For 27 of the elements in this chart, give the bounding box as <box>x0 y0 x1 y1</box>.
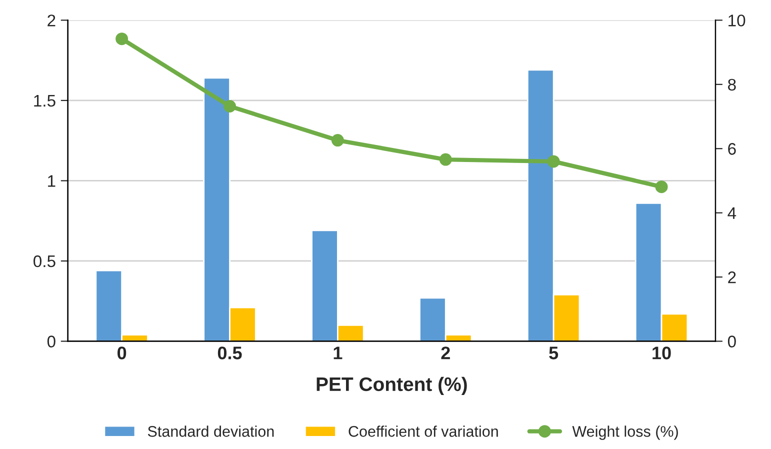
x-tick-label: 2 <box>441 346 450 360</box>
y-tick-label: 1.5 <box>34 95 56 107</box>
x-tick-label: 0.5 <box>218 346 242 360</box>
y-tick-label: 1 <box>48 175 56 187</box>
point <box>224 100 236 112</box>
x-tick-label: 1 <box>334 346 342 360</box>
legend-label: Standard deviation <box>148 426 274 437</box>
y-tick-label: 0.5 <box>34 255 56 268</box>
x-tick-label: 10 <box>652 346 671 360</box>
point <box>116 32 128 46</box>
legend-label: Weight loss (%) <box>572 426 678 440</box>
y-tick-label: 2 <box>48 14 56 26</box>
legend-label: Coefficient of variation <box>348 426 498 437</box>
x-tick-label: 0 <box>118 346 126 360</box>
y2-tick-label: 10 <box>728 14 746 26</box>
y2-tick-label: 6 <box>728 143 736 155</box>
point <box>439 153 452 166</box>
y2-tick-label: 4 <box>728 207 736 219</box>
point <box>655 180 668 194</box>
y2-tick-label: 2 <box>728 271 736 284</box>
x-axis-title: PET Content (%) <box>316 376 467 395</box>
point <box>331 134 344 147</box>
y-tick-label: 0 <box>47 336 56 348</box>
y2-tick-label: 8 <box>728 78 736 91</box>
point <box>547 155 560 168</box>
x-tick-label: 5 <box>549 346 558 360</box>
y2-tick-label: 0 <box>728 336 736 348</box>
